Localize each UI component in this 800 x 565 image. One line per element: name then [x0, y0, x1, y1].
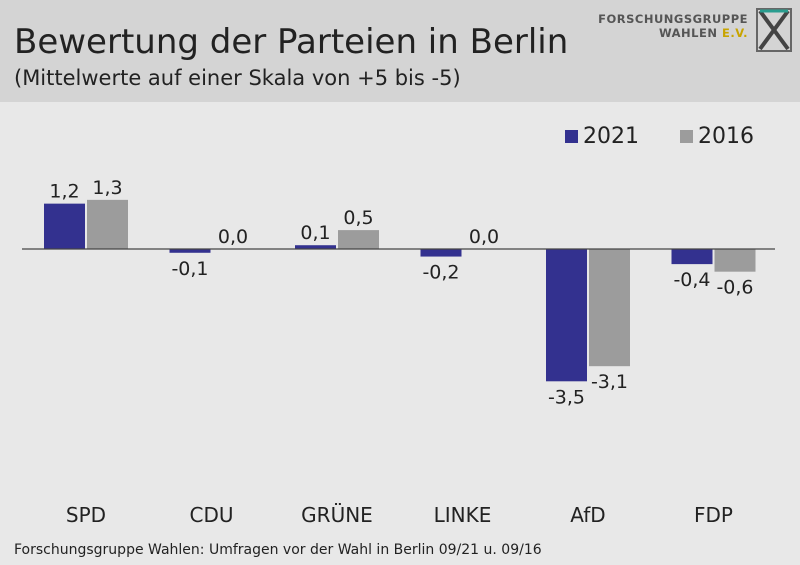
- bar-linke-2021: [420, 249, 462, 257]
- fgw-logo-icon: [756, 8, 792, 52]
- category-label-fdp: FDP: [694, 503, 733, 527]
- value-label-afd-2016: -3,1: [591, 371, 628, 393]
- legend-swatch-2016: [680, 130, 693, 143]
- bar-spd-2016: [87, 199, 128, 249]
- bar-grüne-2016: [338, 230, 379, 249]
- bar-spd-2021: [44, 203, 85, 249]
- bar-cdu-2021: [169, 249, 211, 253]
- bar-grüne-2021: [295, 245, 336, 249]
- bars: [44, 199, 756, 382]
- logo-ev: E.V.: [721, 26, 748, 40]
- category-label-afd: AfD: [570, 503, 605, 527]
- bar-afd-2021: [546, 249, 587, 382]
- logo-text: FORSCHUNGSGRUPPE WAHLEN E.V.: [598, 12, 748, 40]
- value-label-fdp-2021: -0,4: [673, 269, 710, 291]
- legend-swatch-2021: [565, 130, 578, 143]
- value-labels: 1,2 1,3 -0,1 0,0 0,1 0,5 -0,2 0,0 -3,5 -3,1 -0,4 -0…: [49, 177, 753, 408]
- bar-fdp-2016: [714, 249, 756, 272]
- value-label-linke-2016: 0,0: [469, 226, 499, 248]
- source-note: Forschungsgruppe Wahlen: Umfragen vor de…: [14, 542, 542, 558]
- bar-chart: 2021 2016 1,2 1,3-0,10,0 0,10,5-0,20,0-3,5-…: [22, 124, 775, 527]
- category-label-linke: LINKE: [434, 503, 492, 527]
- value-label-grüne-2021: 0,1: [300, 222, 330, 244]
- value-label-spd-2016: 1,3: [92, 177, 122, 199]
- chart-subtitle: (Mittelwerte auf einer Skala von +5 bis …: [14, 66, 461, 90]
- legend-label-2021: 2021: [583, 124, 639, 149]
- value-label-cdu-2021: -0,1: [171, 258, 208, 280]
- value-label-cdu-2016: 0,0: [218, 226, 248, 248]
- logo-line1: FORSCHUNGSGRUPPE: [598, 12, 748, 26]
- header: Bewertung der Parteien in Berlin (Mittel…: [0, 0, 800, 102]
- category-labels: SPD CDU GRÜNE LINKE AfD FDP: [66, 503, 733, 527]
- logo-line2: WAHLEN E.V.: [598, 26, 748, 40]
- value-label-fdp-2016: -0,6: [716, 277, 753, 299]
- legend-label-2016: 2016: [698, 124, 754, 149]
- category-label-spd: SPD: [66, 503, 106, 527]
- chart-title: Bewertung der Parteien in Berlin: [14, 22, 569, 62]
- category-label-grüne: GRÜNE: [301, 503, 373, 527]
- category-label-cdu: CDU: [189, 503, 233, 527]
- bar-fdp-2021: [671, 249, 713, 265]
- value-label-grüne-2016: 0,5: [343, 207, 373, 229]
- value-label-afd-2021: -3,5: [548, 386, 585, 408]
- legend: 2021 2016: [565, 124, 754, 149]
- value-label-spd-2021: 1,2: [49, 181, 79, 203]
- bar-afd-2016: [589, 249, 630, 367]
- logo-line2-name: WAHLEN: [658, 26, 718, 40]
- value-label-linke-2021: -0,2: [422, 262, 459, 284]
